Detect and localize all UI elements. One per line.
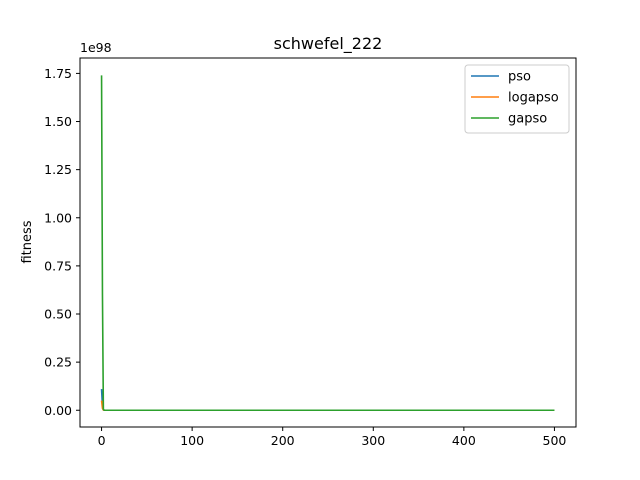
- chart-title: schwefel_222: [274, 34, 383, 54]
- y-tick-label: 0.25: [44, 355, 72, 370]
- x-axis-ticks: 0 100 200 300 400 500: [98, 427, 567, 448]
- y-tick-label: 1.25: [44, 162, 72, 177]
- x-tick-label: 200: [271, 433, 295, 448]
- y-tick-label: 1.75: [44, 66, 72, 81]
- y-tick-label: 1.00: [44, 210, 72, 225]
- x-tick-label: 100: [180, 433, 204, 448]
- plot-frame: [79, 57, 577, 428]
- x-tick-label: 400: [452, 433, 476, 448]
- legend-label-gapso: gapso: [508, 112, 547, 127]
- y-axis-label: fitness: [20, 220, 35, 263]
- legend-label-logapso: logapso: [508, 91, 559, 106]
- legend-label-pso: pso: [508, 70, 531, 85]
- legend: pso logapso gapso: [464, 64, 570, 134]
- y-tick-label: 0.75: [44, 258, 72, 273]
- y-tick-label: 0.50: [44, 307, 72, 322]
- legend-box: [464, 64, 570, 134]
- y-tick-label: 0.00: [44, 403, 72, 418]
- x-tick-label: 500: [543, 433, 567, 448]
- x-tick-label: 0: [98, 433, 106, 448]
- x-tick-label: 300: [361, 433, 385, 448]
- series-line-gapso: [100, 75, 555, 412]
- series-layer: [100, 75, 555, 412]
- y-tick-label: 1.50: [44, 114, 72, 129]
- y-axis-multiplier: 1e98: [80, 40, 112, 55]
- y-axis-ticks: 0.00 0.25 0.50 0.75 1.00 1.25 1.50 1.75: [44, 66, 80, 418]
